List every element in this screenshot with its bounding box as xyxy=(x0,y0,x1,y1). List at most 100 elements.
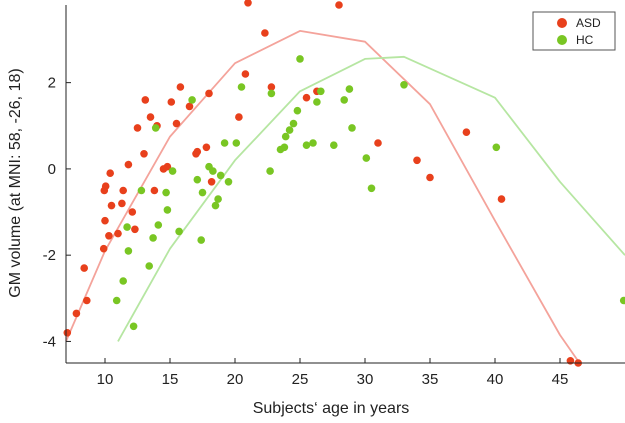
data-point-asd xyxy=(193,147,202,156)
axes xyxy=(65,5,625,364)
data-point-hc xyxy=(492,143,501,152)
data-point-asd xyxy=(267,83,276,91)
data-point-hc xyxy=(348,124,356,132)
legend-marker-asd xyxy=(557,18,567,28)
data-point-hc xyxy=(317,87,325,96)
data-point-hc xyxy=(619,296,625,305)
data-point-asd xyxy=(114,229,122,238)
data-point-hc xyxy=(145,262,153,270)
data-point-asd xyxy=(72,309,81,318)
data-point-asd xyxy=(99,244,108,253)
data-point-asd xyxy=(133,124,142,132)
data-point-hc xyxy=(267,89,276,98)
x-tick-label: 10 xyxy=(97,371,114,388)
fit-curves xyxy=(65,30,625,364)
data-point-asd xyxy=(413,156,421,165)
data-point-hc xyxy=(340,96,349,104)
data-point-hc xyxy=(119,277,127,285)
data-point-asd xyxy=(176,83,185,91)
data-point-asd xyxy=(241,70,250,78)
data-point-asd xyxy=(119,186,127,195)
data-point-asd xyxy=(335,1,343,9)
data-point-asd xyxy=(261,29,269,37)
legend-marker-hc xyxy=(557,35,567,45)
x-tick-label: 25 xyxy=(292,371,309,388)
data-point-hc xyxy=(211,201,220,210)
data-point-hc xyxy=(367,184,376,193)
legend: ASD HC xyxy=(532,11,616,51)
data-point-asd xyxy=(235,113,243,121)
data-point-hc xyxy=(232,139,241,147)
data-point-asd xyxy=(167,98,176,106)
data-point-hc xyxy=(302,141,311,149)
data-point-hc xyxy=(285,126,294,134)
data-point-asd xyxy=(302,93,311,102)
legend-label-asd: ASD xyxy=(576,16,601,30)
data-point-hc xyxy=(197,236,205,244)
data-point-asd xyxy=(107,201,116,210)
data-point-hc xyxy=(293,106,302,115)
data-point-hc xyxy=(281,132,290,141)
y-tick-label: -4 xyxy=(43,333,56,350)
data-point-asd xyxy=(462,128,471,136)
data-point-asd xyxy=(131,225,139,234)
data-point-hc xyxy=(193,175,202,184)
data-point-hc xyxy=(237,83,246,91)
data-point-asd xyxy=(163,162,172,171)
data-point-asd xyxy=(106,169,114,177)
x-tick-label: 45 xyxy=(552,371,569,388)
data-point-hc xyxy=(124,247,133,255)
x-tick-label: 20 xyxy=(227,371,244,388)
data-point-hc xyxy=(266,167,274,175)
data-point-hc xyxy=(345,85,354,93)
data-point-asd xyxy=(63,329,72,337)
data-point-hc xyxy=(220,139,229,147)
data-point-hc xyxy=(313,98,321,106)
data-point-asd xyxy=(118,199,126,208)
data-point-hc xyxy=(137,186,146,195)
data-point-asd xyxy=(497,195,506,203)
data-point-asd xyxy=(150,186,159,195)
data-point-hc xyxy=(149,234,157,242)
x-tick-label: 15 xyxy=(162,371,179,388)
legend-box xyxy=(532,11,616,51)
y-tick-label: 0 xyxy=(48,161,56,178)
data-point-hc xyxy=(296,55,304,63)
x-tick-label: 35 xyxy=(422,371,439,388)
legend-label-hc: HC xyxy=(576,33,594,47)
data-point-asd xyxy=(205,89,213,98)
data-point-hc xyxy=(154,221,163,229)
data-points xyxy=(63,0,625,367)
data-point-hc xyxy=(112,296,121,305)
data-point-hc xyxy=(362,154,371,162)
x-tick-label: 40 xyxy=(487,371,504,388)
fit-curve-1 xyxy=(117,55,625,342)
data-point-hc xyxy=(168,167,177,175)
data-point-hc xyxy=(175,227,183,236)
data-point-asd xyxy=(141,96,150,104)
data-point-asd xyxy=(202,143,211,152)
data-point-hc xyxy=(216,171,225,180)
data-point-hc xyxy=(188,96,196,104)
tick-labels: 10 15 20 25 30 35 40 45 -4 -2 0 2 xyxy=(43,75,569,388)
data-point-asd xyxy=(244,0,252,7)
data-point-hc xyxy=(289,119,298,128)
data-point-hc xyxy=(163,206,172,214)
data-point-asd xyxy=(146,113,155,121)
data-point-asd xyxy=(374,139,382,147)
data-point-asd xyxy=(185,102,194,111)
data-point-asd xyxy=(101,216,109,225)
data-point-hc xyxy=(224,178,233,186)
y-tick-label: 2 xyxy=(48,75,56,92)
data-point-asd xyxy=(83,296,91,305)
data-point-asd xyxy=(140,150,148,158)
data-point-hc xyxy=(400,81,408,89)
data-point-asd xyxy=(80,264,88,272)
data-point-asd xyxy=(172,119,181,128)
data-point-hc xyxy=(309,139,317,147)
data-point-hc xyxy=(209,167,217,175)
fit-curve-0 xyxy=(65,30,581,364)
data-point-hc xyxy=(123,223,131,231)
data-point-hc xyxy=(198,188,207,197)
